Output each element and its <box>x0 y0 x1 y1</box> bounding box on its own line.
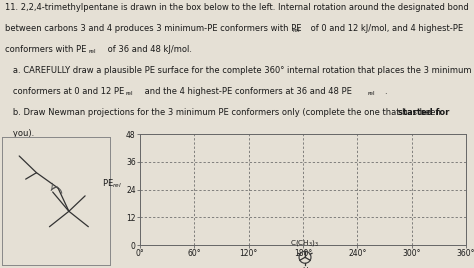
Text: a. CAREFULLY draw a plausible PE surface for the complete 360° internal rotation: a. CAREFULLY draw a plausible PE surface… <box>5 66 474 75</box>
Text: rel: rel <box>126 91 134 96</box>
Text: b. Draw Newman projections for the 3 minimum PE conformers only (complete the on: b. Draw Newman projections for the 3 min… <box>5 108 443 117</box>
Text: rel: rel <box>293 28 301 33</box>
Y-axis label: PE$_{rel}$: PE$_{rel}$ <box>102 177 122 190</box>
Text: between carbons 3 and 4 produces 3 minimum-PE conformers with PE: between carbons 3 and 4 produces 3 minim… <box>5 24 301 33</box>
Text: of 36 and 48 kJ/mol.: of 36 and 48 kJ/mol. <box>105 45 191 54</box>
Text: rel: rel <box>88 49 96 54</box>
Text: 11. 2,2,4-trimethylpentane is drawn in the box below to the left. Internal rotat: 11. 2,2,4-trimethylpentane is drawn in t… <box>5 3 468 12</box>
Text: conformers with PE: conformers with PE <box>5 45 86 54</box>
Text: conformers at 0 and 12 PE: conformers at 0 and 12 PE <box>5 87 124 96</box>
Text: rel: rel <box>367 91 375 96</box>
Text: .: . <box>384 87 386 96</box>
Text: of 0 and 12 kJ/mol, and 4 highest-PE: of 0 and 12 kJ/mol, and 4 highest-PE <box>309 24 464 33</box>
Text: and the 4 highest-PE conformers at 36 and 48 PE: and the 4 highest-PE conformers at 36 an… <box>142 87 352 96</box>
Text: C(CH$_3$)$_3$: C(CH$_3$)$_3$ <box>290 238 320 248</box>
Text: you).: you). <box>5 129 34 138</box>
Text: H: H <box>302 266 308 268</box>
Text: started for: started for <box>399 108 450 117</box>
